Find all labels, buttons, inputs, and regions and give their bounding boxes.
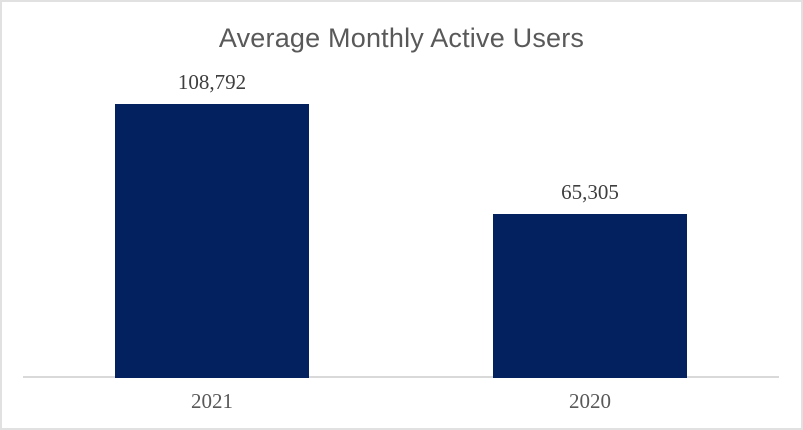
x-axis-line [23, 376, 779, 378]
x-axis-tick-label-2020: 2020 [569, 389, 611, 413]
bar-2021 [115, 104, 309, 378]
bar-2020 [493, 214, 687, 378]
chart-title: Average Monthly Active Users [218, 23, 585, 53]
bar-value-label-2020: 65,305 [561, 180, 619, 204]
x-axis-tick-label-2021: 2021 [191, 389, 233, 413]
plot-area: 108,792 2021 65,305 2020 [23, 68, 779, 412]
bar-value-label-2021: 108,792 [177, 70, 247, 94]
